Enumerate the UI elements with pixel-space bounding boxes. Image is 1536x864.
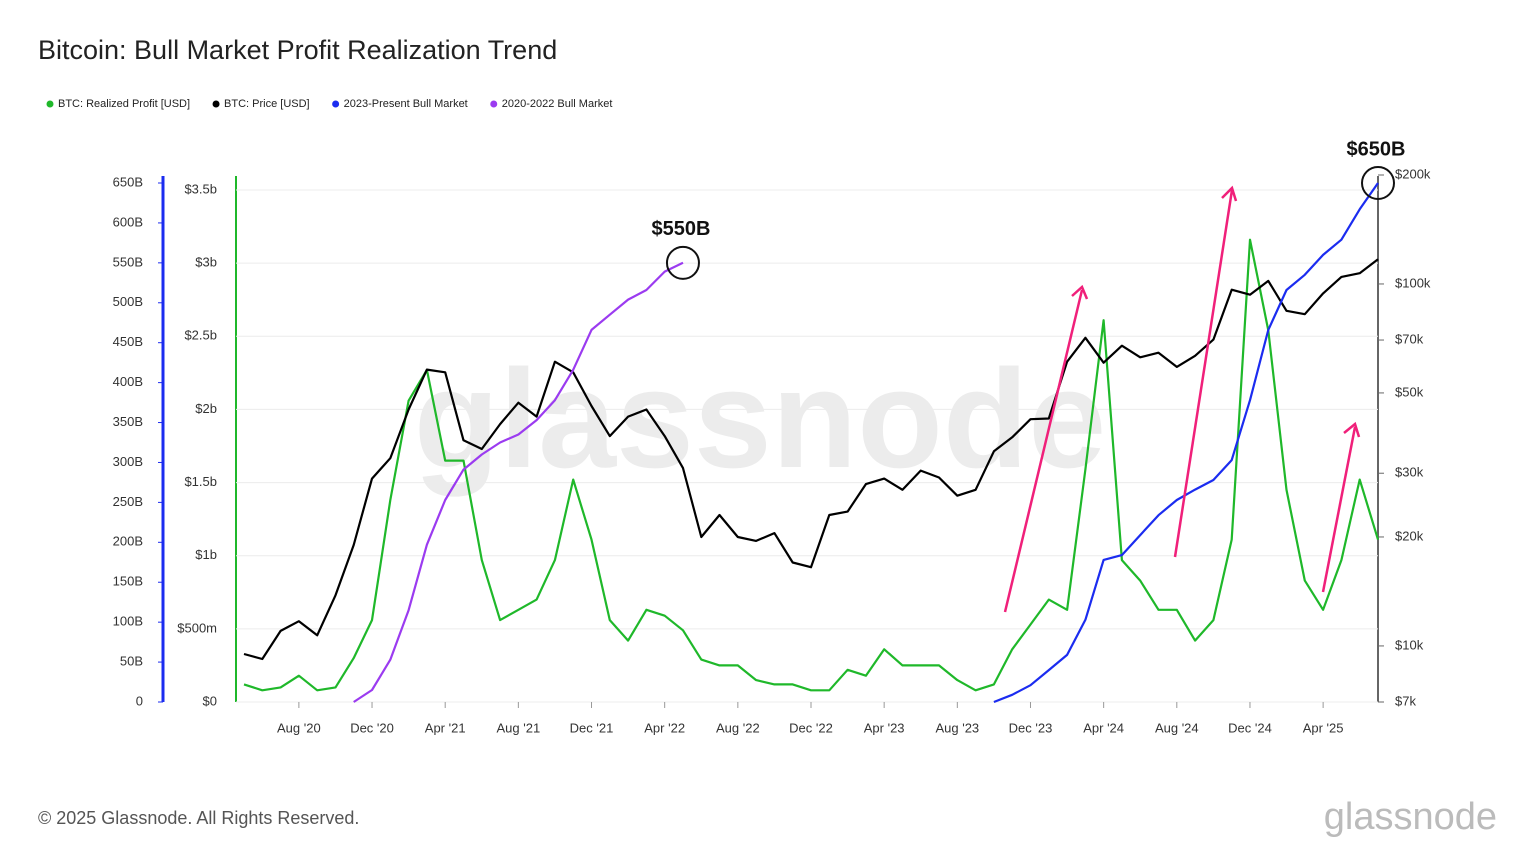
y-tick-label: $2b [195,401,217,416]
x-tick-label: Apr '25 [1303,720,1344,735]
annotation-label: $550B [651,218,710,240]
y3-tick-label: 550B [113,254,143,269]
x-tick-label: Apr '23 [864,720,905,735]
x-tick-label: Aug '23 [935,720,979,735]
x-tick-label: Dec '20 [350,720,394,735]
x-tick-label: Apr '22 [644,720,685,735]
x-tick-label: Aug '22 [716,720,760,735]
series-line [353,261,684,703]
y2-tick-label: $100k [1395,275,1431,290]
x-tick-label: Dec '23 [1009,720,1053,735]
y3-tick-label: 50B [120,654,143,669]
series-line [993,182,1379,704]
series-line [243,238,1380,692]
x-tick-label: Dec '21 [570,720,614,735]
annotation-circle [665,245,700,280]
y3-tick-label: 450B [113,334,143,349]
legend-dot [490,100,498,108]
legend-label: 2020-2022 Bull Market [502,98,613,110]
x-tick-label: Aug '21 [497,720,541,735]
legend-label: BTC: Price [USD] [224,98,310,110]
x-tick-label: Apr '21 [425,720,466,735]
chart-title: Bitcoin: Bull Market Profit Realization … [38,35,557,65]
x-tick-label: Apr '24 [1083,720,1124,735]
arrows [1003,185,1361,613]
y-tick-label: $3.5b [184,181,217,196]
legend-dot [332,100,340,108]
legend-label: BTC: Realized Profit [USD] [58,98,190,110]
x-tick-label: Dec '24 [1228,720,1272,735]
y-tick-label: $0 [203,693,217,708]
y3-tick-label: 400B [113,374,143,389]
y3-tick-label: 600B [113,214,143,229]
y2-tick-label: $30k [1395,465,1424,480]
y2-tick-label: $70k [1395,331,1424,346]
y3-tick-label: 200B [113,534,143,549]
x-tick-label: Dec '22 [789,720,833,735]
annotation-circle [1361,166,1395,200]
legend-dot [46,100,54,108]
y3-tick-label: 0 [136,693,143,708]
legend-label: 2023-Present Bull Market [344,98,468,110]
y2-tick-label: $50k [1395,384,1424,399]
y3-tick-label: 350B [113,414,143,429]
y2-tick-label: $10k [1395,637,1424,652]
y-tick-label: $2.5b [184,328,217,343]
watermark: glassnode [414,340,1106,497]
y-tick-label: $1b [195,547,217,562]
series-line [243,258,1379,661]
y3-tick-label: 500B [113,294,143,309]
y2-tick-label: $20k [1395,528,1424,543]
logo: glassnode [1324,796,1497,838]
x-tick-label: Aug '24 [1155,720,1199,735]
annotation-label: $650B [1347,138,1406,160]
y3-tick-label: 650B [113,174,143,189]
y3-tick-label: 250B [113,494,143,509]
y-tick-label: $1.5b [184,474,217,489]
legend-dot [212,100,220,108]
y3-tick-label: 100B [113,614,143,629]
copyright: © 2025 Glassnode. All Rights Reserved. [38,808,359,828]
x-tick-label: Aug '20 [277,720,321,735]
y2-tick-label: $7k [1395,693,1416,708]
y3-tick-label: 150B [113,574,143,589]
y3-tick-label: 300B [113,454,143,469]
y2-tick-label: $200k [1395,166,1431,181]
y-tick-label: $3b [195,255,217,270]
y-tick-label: $500m [177,620,217,635]
